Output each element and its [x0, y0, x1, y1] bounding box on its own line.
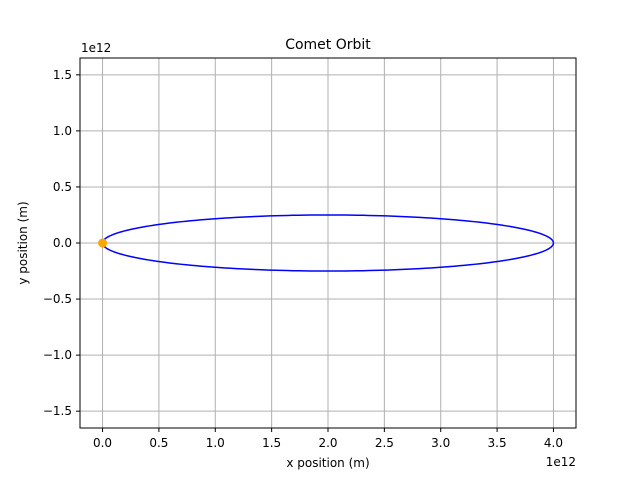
y-tick-label: −1.5 — [43, 404, 72, 418]
chart-title: Comet Orbit — [285, 37, 371, 53]
x-tick-label: 0.5 — [149, 436, 168, 450]
x-tick-label: 3.5 — [488, 436, 507, 450]
y-axis-ticks: −1.5 −1.0 −0.5 0.0 0.5 1.0 1.5 — [43, 68, 80, 418]
y-tick-label: 0.5 — [53, 180, 72, 194]
y-axis-label: y position (m) — [16, 201, 30, 284]
y-tick-label: 0.0 — [53, 236, 72, 250]
x-tick-label: 1.0 — [206, 436, 225, 450]
x-tick-label: 2.5 — [375, 436, 394, 450]
plot-area — [98, 214, 555, 272]
x-axis-ticks: 0.0 0.5 1.0 1.5 2.0 2.5 3.0 3.5 4.0 — [93, 428, 563, 450]
x-tick-label: 1.5 — [262, 436, 281, 450]
grid-lines — [80, 58, 576, 428]
x-tick-label: 2.0 — [318, 436, 337, 450]
x-tick-label: 3.0 — [431, 436, 450, 450]
x-offset-label: 1e12 — [546, 455, 576, 469]
sun-marker — [98, 238, 108, 248]
y-tick-label: 1.0 — [53, 124, 72, 138]
y-tick-label: 1.5 — [53, 68, 72, 82]
y-tick-label: −1.0 — [43, 348, 72, 362]
y-offset-label: 1e12 — [81, 41, 111, 55]
y-tick-label: −0.5 — [43, 292, 72, 306]
x-axis-label: x position (m) — [286, 456, 369, 470]
x-tick-label: 0.0 — [93, 436, 112, 450]
x-tick-label: 4.0 — [544, 436, 563, 450]
